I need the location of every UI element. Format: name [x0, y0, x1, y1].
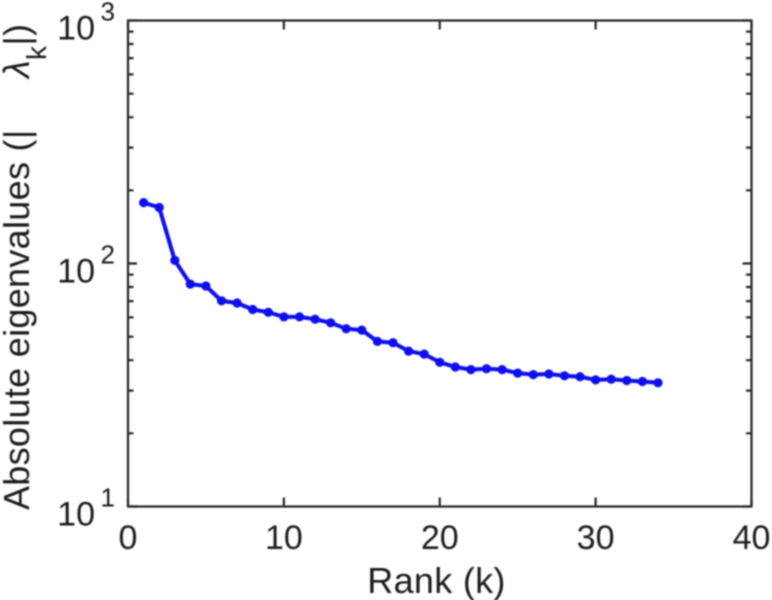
svg-text:0: 0: [119, 519, 138, 557]
svg-text:10: 10: [57, 252, 95, 290]
svg-text:20: 20: [421, 519, 459, 557]
svg-text:1: 1: [101, 483, 115, 513]
svg-text:10: 10: [57, 495, 95, 533]
svg-text:40: 40: [733, 519, 771, 557]
svg-text:Rank (k): Rank (k): [367, 560, 505, 600]
svg-text:10: 10: [265, 519, 303, 557]
svg-text:Absolute eigenvalues (| λk: Absolute eigenvalues (| λk|): [0, 24, 52, 510]
svg-text:2: 2: [101, 240, 115, 270]
svg-text:10: 10: [57, 9, 95, 47]
svg-text:3: 3: [101, 0, 115, 27]
svg-text:30: 30: [577, 519, 615, 557]
